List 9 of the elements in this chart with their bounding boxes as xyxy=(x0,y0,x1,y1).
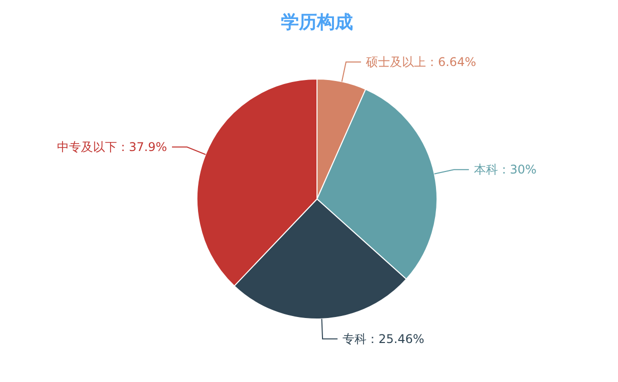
category: 中专及以下 xyxy=(56,140,117,154)
value: ：30% xyxy=(498,162,537,177)
value: ：37.9% xyxy=(116,140,167,154)
category: 专科 xyxy=(342,332,367,346)
value: ：6.64% xyxy=(426,55,476,70)
category: 硕士及以上 xyxy=(366,55,426,70)
chart-title: 学历构成 xyxy=(281,12,353,33)
value: ：25.46% xyxy=(366,332,424,346)
category: 本科 xyxy=(474,162,498,177)
